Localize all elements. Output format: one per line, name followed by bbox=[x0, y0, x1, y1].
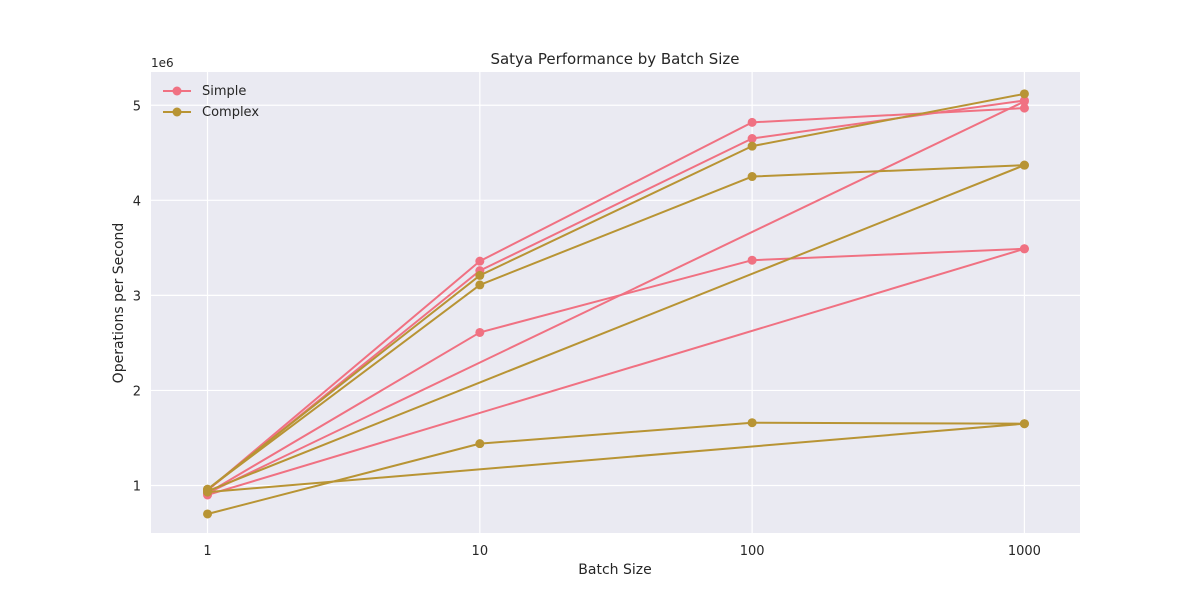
y-axis-label: Operations per Second bbox=[111, 223, 127, 384]
series-line bbox=[206, 92, 1025, 491]
data-point bbox=[1019, 103, 1029, 113]
data-point bbox=[1019, 244, 1029, 254]
y-tick-label: 2 bbox=[133, 384, 141, 399]
series-layer bbox=[203, 89, 1029, 519]
data-point bbox=[747, 418, 757, 428]
data-point bbox=[747, 172, 757, 182]
data-point bbox=[203, 509, 213, 519]
series-line bbox=[207, 164, 1025, 493]
y-tick-label: 3 bbox=[133, 289, 141, 304]
data-point bbox=[747, 117, 757, 127]
data-point bbox=[1019, 96, 1029, 106]
data-point bbox=[1019, 89, 1029, 99]
y-tick-label: 4 bbox=[133, 194, 141, 209]
legend-marker-simple bbox=[172, 86, 182, 96]
data-point bbox=[747, 255, 757, 265]
legend-label-simple: Simple bbox=[202, 84, 246, 99]
x-tick-label: 1 bbox=[203, 544, 211, 559]
x-axis-label: Batch Size bbox=[578, 562, 651, 578]
data-point bbox=[747, 141, 757, 151]
data-point bbox=[1019, 160, 1029, 170]
series-complex-7 bbox=[203, 418, 1029, 519]
legend-marker-complex bbox=[172, 107, 182, 117]
tick-labels: 1 10 100 1000 1 2 3 4 5 bbox=[133, 99, 1041, 559]
data-point bbox=[475, 439, 485, 449]
series-line bbox=[207, 421, 1025, 515]
series-line bbox=[206, 107, 1025, 491]
legend-label-complex: Complex bbox=[202, 105, 259, 120]
data-point bbox=[475, 256, 485, 266]
data-point bbox=[475, 280, 485, 290]
x-tick-label: 100 bbox=[740, 544, 765, 559]
data-point bbox=[747, 134, 757, 144]
data-point bbox=[475, 327, 485, 337]
data-point bbox=[203, 487, 213, 497]
data-point bbox=[475, 270, 485, 280]
x-tick-label: 10 bbox=[472, 544, 489, 559]
y-axis-exponent: 1e6 bbox=[151, 56, 174, 70]
series-line bbox=[206, 164, 1025, 491]
series-complex-9 bbox=[203, 419, 1029, 497]
series-line bbox=[207, 247, 1025, 496]
y-tick-label: 5 bbox=[133, 99, 141, 114]
y-tick-label: 1 bbox=[133, 479, 141, 494]
series-line bbox=[207, 100, 1025, 494]
series-line bbox=[207, 422, 1025, 494]
chart-title: Satya Performance by Batch Size bbox=[490, 50, 739, 68]
legend: Simple Complex bbox=[163, 84, 259, 120]
x-tick-label: 1000 bbox=[1008, 544, 1041, 559]
data-point bbox=[1019, 419, 1029, 429]
